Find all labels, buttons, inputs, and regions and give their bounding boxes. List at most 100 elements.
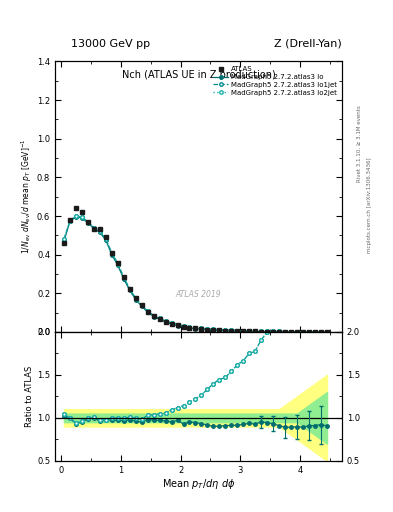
MadGraph5 2.7.2.atlas3 lo2jet — [289, 329, 294, 335]
MadGraph5 2.7.2.atlas3 lo1jet — [109, 250, 114, 256]
MadGraph5 2.7.2.atlas3 lo — [73, 214, 78, 220]
MadGraph5 2.7.2.atlas3 lo1jet — [73, 213, 78, 219]
MadGraph5 2.7.2.atlas3 lo — [283, 329, 288, 335]
MadGraph5 2.7.2.atlas3 lo — [289, 329, 294, 335]
ATLAS — [181, 324, 186, 330]
ATLAS — [259, 329, 264, 335]
ATLAS — [235, 328, 240, 334]
MadGraph5 2.7.2.atlas3 lo2jet — [92, 225, 96, 231]
Y-axis label: $1/N_\mathsf{ev}\ dN_\mathsf{ev}/d$ mean $p_T\ [\mathsf{GeV}]^{-1}$: $1/N_\mathsf{ev}\ dN_\mathsf{ev}/d$ mean… — [20, 139, 34, 254]
ATLAS — [109, 250, 114, 256]
ATLAS — [241, 328, 246, 334]
MadGraph5 2.7.2.atlas3 lo2jet — [140, 302, 144, 308]
MadGraph5 2.7.2.atlas3 lo — [301, 329, 305, 335]
MadGraph5 2.7.2.atlas3 lo1jet — [92, 225, 96, 231]
MadGraph5 2.7.2.atlas3 lo1jet — [277, 328, 281, 334]
MadGraph5 2.7.2.atlas3 lo1jet — [319, 329, 323, 335]
MadGraph5 2.7.2.atlas3 lo2jet — [295, 329, 299, 335]
MadGraph5 2.7.2.atlas3 lo1jet — [265, 328, 270, 334]
MadGraph5 2.7.2.atlas3 lo1jet — [295, 329, 299, 335]
ATLAS — [121, 274, 126, 280]
X-axis label: Mean $p_T/d\eta\ d\phi$: Mean $p_T/d\eta\ d\phi$ — [162, 477, 235, 492]
MadGraph5 2.7.2.atlas3 lo2jet — [211, 326, 216, 332]
MadGraph5 2.7.2.atlas3 lo1jet — [217, 327, 222, 333]
MadGraph5 2.7.2.atlas3 lo2jet — [283, 329, 288, 335]
MadGraph5 2.7.2.atlas3 lo2jet — [325, 329, 329, 335]
MadGraph5 2.7.2.atlas3 lo1jet — [289, 329, 294, 335]
MadGraph5 2.7.2.atlas3 lo2jet — [319, 329, 323, 335]
MadGraph5 2.7.2.atlas3 lo2jet — [68, 218, 72, 224]
Text: Nch (ATLAS UE in Z production): Nch (ATLAS UE in Z production) — [121, 70, 275, 79]
MadGraph5 2.7.2.atlas3 lo2jet — [103, 236, 108, 242]
MadGraph5 2.7.2.atlas3 lo2jet — [235, 328, 240, 334]
MadGraph5 2.7.2.atlas3 lo — [319, 329, 323, 335]
MadGraph5 2.7.2.atlas3 lo — [140, 303, 144, 309]
ATLAS — [289, 329, 294, 335]
MadGraph5 2.7.2.atlas3 lo1jet — [86, 219, 90, 225]
MadGraph5 2.7.2.atlas3 lo — [169, 321, 174, 327]
MadGraph5 2.7.2.atlas3 lo2jet — [109, 250, 114, 256]
MadGraph5 2.7.2.atlas3 lo1jet — [133, 295, 138, 302]
MadGraph5 2.7.2.atlas3 lo — [307, 329, 311, 335]
MadGraph5 2.7.2.atlas3 lo — [68, 218, 72, 224]
ATLAS — [116, 260, 120, 266]
MadGraph5 2.7.2.atlas3 lo1jet — [175, 322, 180, 328]
MadGraph5 2.7.2.atlas3 lo — [205, 327, 210, 333]
ATLAS — [283, 329, 288, 335]
ATLAS — [229, 328, 234, 334]
MadGraph5 2.7.2.atlas3 lo — [163, 319, 168, 325]
MadGraph5 2.7.2.atlas3 lo2jet — [157, 315, 162, 322]
MadGraph5 2.7.2.atlas3 lo — [62, 238, 66, 244]
MadGraph5 2.7.2.atlas3 lo1jet — [169, 320, 174, 326]
MadGraph5 2.7.2.atlas3 lo2jet — [175, 322, 180, 328]
MadGraph5 2.7.2.atlas3 lo1jet — [127, 286, 132, 292]
MadGraph5 2.7.2.atlas3 lo — [79, 215, 84, 221]
ATLAS — [313, 329, 318, 335]
Y-axis label: Ratio to ATLAS: Ratio to ATLAS — [25, 366, 34, 427]
MadGraph5 2.7.2.atlas3 lo — [217, 328, 222, 334]
MadGraph5 2.7.2.atlas3 lo1jet — [121, 274, 126, 281]
MadGraph5 2.7.2.atlas3 lo — [175, 323, 180, 329]
Text: 13000 GeV pp: 13000 GeV pp — [71, 38, 150, 49]
Line: MadGraph5 2.7.2.atlas3 lo1jet: MadGraph5 2.7.2.atlas3 lo1jet — [62, 215, 329, 333]
MadGraph5 2.7.2.atlas3 lo — [109, 251, 114, 258]
Text: Z (Drell-Yan): Z (Drell-Yan) — [274, 38, 342, 49]
MadGraph5 2.7.2.atlas3 lo2jet — [229, 327, 234, 333]
MadGraph5 2.7.2.atlas3 lo2jet — [253, 328, 257, 334]
ATLAS — [157, 316, 162, 322]
MadGraph5 2.7.2.atlas3 lo1jet — [307, 329, 311, 335]
MadGraph5 2.7.2.atlas3 lo2jet — [223, 327, 228, 333]
ATLAS — [205, 327, 210, 333]
MadGraph5 2.7.2.atlas3 lo — [229, 328, 234, 334]
MadGraph5 2.7.2.atlas3 lo — [253, 328, 257, 334]
MadGraph5 2.7.2.atlas3 lo1jet — [145, 308, 150, 314]
MadGraph5 2.7.2.atlas3 lo2jet — [313, 329, 318, 335]
MadGraph5 2.7.2.atlas3 lo2jet — [307, 329, 311, 335]
MadGraph5 2.7.2.atlas3 lo2jet — [86, 219, 90, 225]
MadGraph5 2.7.2.atlas3 lo — [181, 324, 186, 330]
MadGraph5 2.7.2.atlas3 lo1jet — [62, 236, 66, 242]
MadGraph5 2.7.2.atlas3 lo1jet — [313, 329, 318, 335]
MadGraph5 2.7.2.atlas3 lo2jet — [181, 323, 186, 329]
MadGraph5 2.7.2.atlas3 lo2jet — [259, 328, 264, 334]
MadGraph5 2.7.2.atlas3 lo1jet — [271, 328, 275, 334]
MadGraph5 2.7.2.atlas3 lo2jet — [116, 261, 120, 267]
ATLAS — [62, 240, 66, 246]
MadGraph5 2.7.2.atlas3 lo2jet — [169, 320, 174, 326]
MadGraph5 2.7.2.atlas3 lo2jet — [271, 328, 275, 334]
ATLAS — [187, 325, 192, 331]
ATLAS — [86, 219, 90, 225]
Line: MadGraph5 2.7.2.atlas3 lo2jet: MadGraph5 2.7.2.atlas3 lo2jet — [62, 215, 329, 333]
ATLAS — [169, 321, 174, 327]
MadGraph5 2.7.2.atlas3 lo — [97, 229, 102, 236]
MadGraph5 2.7.2.atlas3 lo — [247, 328, 252, 334]
ATLAS — [79, 209, 84, 215]
Text: Rivet 3.1.10, ≥ 3.1M events: Rivet 3.1.10, ≥ 3.1M events — [357, 105, 362, 182]
MadGraph5 2.7.2.atlas3 lo — [265, 329, 270, 335]
ATLAS — [145, 309, 150, 315]
MadGraph5 2.7.2.atlas3 lo1jet — [151, 312, 156, 318]
MadGraph5 2.7.2.atlas3 lo2jet — [79, 214, 84, 220]
ATLAS — [140, 302, 144, 308]
MadGraph5 2.7.2.atlas3 lo — [271, 329, 275, 335]
ATLAS — [92, 225, 96, 231]
